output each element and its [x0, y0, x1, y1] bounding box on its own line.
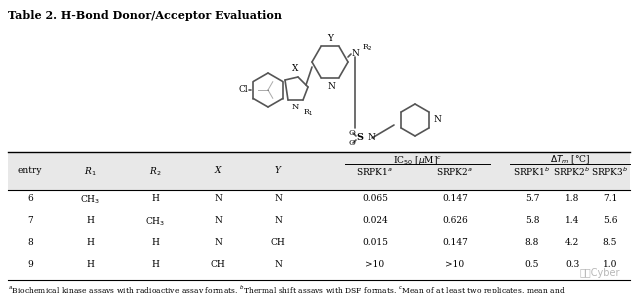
Text: R$_1$: R$_1$: [303, 108, 314, 118]
Bar: [8, 152, 630, 190]
Text: 1.0: 1.0: [603, 260, 617, 269]
Text: H: H: [86, 260, 94, 269]
Text: Cl: Cl: [238, 86, 248, 95]
Text: 0.024: 0.024: [362, 216, 388, 225]
Text: CH$_3$: CH$_3$: [80, 194, 100, 207]
Text: 8.5: 8.5: [603, 238, 617, 247]
Text: Y: Y: [275, 166, 281, 175]
Text: 7: 7: [27, 216, 33, 225]
Text: CH$_3$: CH$_3$: [145, 216, 165, 229]
Text: 药渡Cyber: 药渡Cyber: [579, 268, 620, 278]
Text: 8.8: 8.8: [525, 238, 539, 247]
Text: Y: Y: [327, 34, 333, 43]
Text: R$_2$: R$_2$: [362, 43, 372, 53]
Text: >10: >10: [445, 260, 465, 269]
Text: X: X: [292, 64, 298, 73]
Text: O: O: [349, 129, 355, 137]
Text: N: N: [351, 50, 359, 59]
Text: 1.8: 1.8: [565, 194, 579, 203]
Text: N: N: [291, 103, 299, 111]
Text: SRPK2$^b$: SRPK2$^b$: [554, 166, 591, 178]
Text: X: X: [215, 166, 221, 175]
Text: N: N: [274, 194, 282, 203]
Text: 5.8: 5.8: [525, 216, 540, 225]
Text: N: N: [214, 238, 222, 247]
Text: SRPK1$^a$: SRPK1$^a$: [356, 166, 394, 177]
Text: 0.5: 0.5: [525, 260, 540, 269]
Text: $\Delta T_m$ [°C]: $\Delta T_m$ [°C]: [550, 154, 590, 166]
Text: $^a$Biochemical kinase assays with radioactive assay formats. $^b$Thermal shift : $^a$Biochemical kinase assays with radio…: [8, 284, 566, 293]
Text: 8: 8: [27, 238, 33, 247]
Text: 7.1: 7.1: [603, 194, 617, 203]
Text: 6: 6: [27, 194, 33, 203]
Text: H: H: [151, 260, 159, 269]
Text: 1.4: 1.4: [565, 216, 579, 225]
Text: 0.015: 0.015: [362, 238, 388, 247]
Text: 0.3: 0.3: [565, 260, 579, 269]
Text: IC$_{50}$ [$\mu$M]$^c$: IC$_{50}$ [$\mu$M]$^c$: [393, 154, 442, 167]
Text: 5.6: 5.6: [603, 216, 617, 225]
Text: H: H: [151, 238, 159, 247]
Text: 0.147: 0.147: [442, 238, 468, 247]
Text: >10: >10: [365, 260, 385, 269]
Text: N: N: [327, 82, 335, 91]
Text: 0.065: 0.065: [362, 194, 388, 203]
Text: CH: CH: [271, 238, 285, 247]
Text: entry: entry: [18, 166, 42, 175]
Text: N: N: [274, 260, 282, 269]
Text: H: H: [86, 216, 94, 225]
Text: N: N: [368, 134, 376, 142]
Text: SRPK3$^b$: SRPK3$^b$: [591, 166, 628, 178]
Text: SRPK1$^b$: SRPK1$^b$: [513, 166, 550, 178]
Text: N: N: [214, 194, 222, 203]
Text: H: H: [86, 238, 94, 247]
Text: 0.147: 0.147: [442, 194, 468, 203]
Text: N: N: [214, 216, 222, 225]
Text: 0.626: 0.626: [442, 216, 468, 225]
Text: N: N: [433, 115, 441, 125]
Text: H: H: [151, 194, 159, 203]
Text: Table 2. H-Bond Donor/Acceptor Evaluation: Table 2. H-Bond Donor/Acceptor Evaluatio…: [8, 10, 282, 21]
Text: 4.2: 4.2: [565, 238, 579, 247]
Text: R$_1$: R$_1$: [84, 166, 96, 178]
Text: O: O: [349, 139, 355, 147]
Text: R$_2$: R$_2$: [148, 166, 161, 178]
Text: N: N: [274, 216, 282, 225]
Text: 5.7: 5.7: [525, 194, 540, 203]
Text: SRPK2$^a$: SRPK2$^a$: [436, 166, 474, 177]
Text: 9: 9: [27, 260, 33, 269]
Text: S: S: [356, 134, 364, 142]
Text: CH: CH: [211, 260, 225, 269]
